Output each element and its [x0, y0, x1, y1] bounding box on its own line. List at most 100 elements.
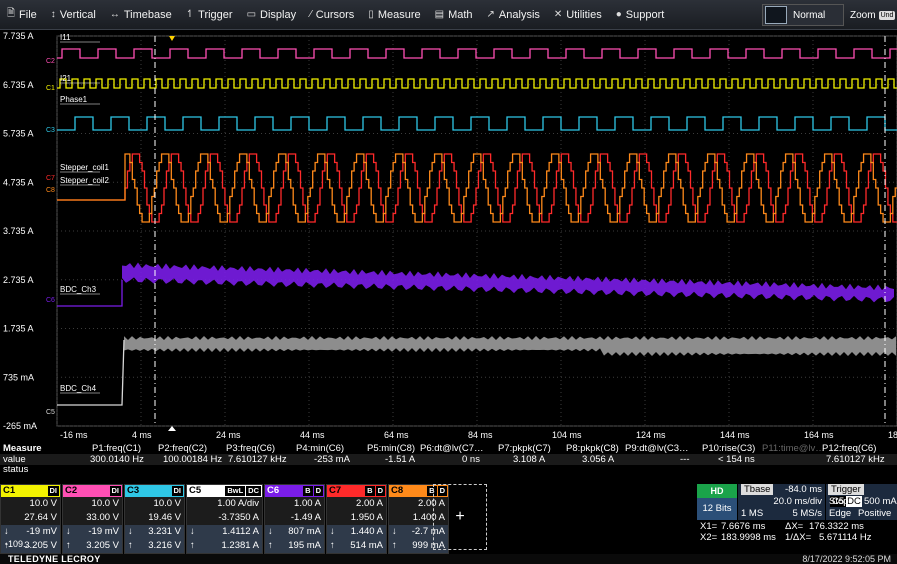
- x1-value: 7.6676 ms: [721, 521, 766, 532]
- arrow-up-icon: ↑: [268, 540, 273, 551]
- measure-value: 7.610127 kHz: [228, 454, 287, 465]
- measure-value: 3.108 A: [513, 454, 546, 465]
- channel-tag: D: [375, 486, 385, 496]
- x-axis-label: 44 ms: [300, 430, 325, 440]
- channel-readout-value: 514 mA: [350, 540, 383, 551]
- measure-param-header[interactable]: P12:freq(C6): [822, 443, 877, 454]
- measure-param-header[interactable]: P7:pkpk(C7): [498, 443, 551, 454]
- channel-readout-value: 1.00 A/div: [217, 498, 259, 509]
- measure-param-header[interactable]: P8:pkpk(C8): [566, 443, 619, 454]
- timebase-descriptor[interactable]: Tbase -84.0 ms 20.0 ms/div 1 MS 5 MS/s: [738, 484, 825, 520]
- channel-descriptor-c6[interactable]: C6 B D 1.00 A -1.49 A ↓ 807 mA ↑ 195 mA: [264, 484, 325, 554]
- arrow-up-icon: ↑: [4, 540, 9, 551]
- channel-tag: DI: [171, 486, 183, 496]
- arrow-down-icon: ↓: [268, 526, 273, 537]
- measure-param-header[interactable]: P3:freq(C6): [226, 443, 276, 454]
- waveform-display[interactable]: 7.735 A 6.735 A 5.735 A 4.735 A 3.735 A 2.735…: [0, 30, 897, 441]
- y-axis-label: 5.735 A: [3, 129, 34, 139]
- menu-timebase[interactable]: ↔ Timebase: [103, 0, 179, 30]
- channel-descriptor-c2[interactable]: C2 DI 10.0 V 33.00 V ↓ -19 mV ↑ 3.205 V: [62, 484, 123, 554]
- measure-value: ---: [680, 454, 690, 465]
- x2-value: 183.9998 ms: [721, 532, 776, 543]
- measure-param-header[interactable]: P6:dt@lv(C7…: [420, 443, 484, 454]
- arrow-up-icon: ↑: [330, 540, 335, 551]
- menu-vertical[interactable]: ↕ Vertical: [44, 0, 103, 30]
- trigger-mode-selector[interactable]: Normal: [762, 4, 844, 26]
- menu-cursors[interactable]: ⁄ Cursors: [303, 0, 361, 30]
- menu-label: Vertical: [59, 8, 96, 21]
- channel-readout: 2.00 A: [327, 497, 386, 511]
- trace-c7: [57, 153, 897, 223]
- channel-readout: ↑ 3.205 V: [63, 539, 122, 553]
- channel-marker: C8: [46, 187, 55, 194]
- add-channel-button[interactable]: +: [433, 484, 487, 550]
- menu-utilities[interactable]: ✕ Utilities: [547, 0, 609, 30]
- channel-readout: ↑ 1.2381 A: [187, 539, 262, 553]
- channel-tag: BwL: [225, 486, 246, 496]
- x-axis-label: 4 ms: [132, 430, 152, 440]
- measure-value: 3.056 A: [582, 454, 615, 465]
- channel-readout-value: 3.205 V: [24, 540, 57, 551]
- measure-param-header[interactable]: P5:min(C8): [367, 443, 416, 454]
- measure-value: < 154 ns: [718, 454, 755, 465]
- channel-readout: 1.00 A/div: [187, 497, 262, 511]
- trace-label: Stepper_coil1: [60, 163, 109, 172]
- undo-button[interactable]: Und: [878, 10, 896, 20]
- dx-label: ΔX=: [785, 521, 804, 532]
- channel-readout: -3.7350 A: [187, 511, 262, 525]
- channel-readout-value: 10.0 V: [153, 498, 181, 509]
- channel-readout: 1.400 A: [389, 511, 448, 525]
- channel-id: C6: [267, 485, 280, 496]
- measure-icon: ▯: [368, 9, 374, 20]
- channel-descriptor-c3[interactable]: C3 DI 10.0 V 19.46 V ↓ 3.231 V ↑ 3.216 V: [124, 484, 185, 554]
- bits-badge: 12 Bits: [697, 498, 737, 520]
- channel-descriptor-c1[interactable]: C1 DI 10.0 V 27.64 V ↓ -19 mV ↑ 3.205 V -109...: [0, 484, 61, 554]
- brand-logo: TELEDYNE LECROY: [8, 554, 101, 564]
- measure-header-row: Measure P1:freq(C1) P2:freq(C2) P3:freq(C6)…: [0, 443, 897, 454]
- menu-trigger[interactable]: ↿ Trigger: [179, 0, 240, 30]
- menu-math[interactable]: ▤ Math: [428, 0, 480, 30]
- measure-param-header[interactable]: P4:min(C6): [296, 443, 345, 454]
- trigger-mode-label: Normal: [793, 9, 826, 21]
- measure-param-header[interactable]: P1:freq(C1): [92, 443, 142, 454]
- trigger-source: C5: [830, 496, 847, 507]
- menu-analysis[interactable]: ↗ Analysis: [480, 0, 547, 30]
- menu-support[interactable]: ● Support: [609, 0, 672, 30]
- channel-readout: ↓ 807 mA: [265, 525, 324, 539]
- channel-readout: ↓ 3.231 V: [125, 525, 184, 539]
- trigger-descriptor[interactable]: Trigger C5 DC Stop 500 mA Edge Positive: [826, 484, 897, 520]
- channel-readout-value: 195 mA: [288, 540, 321, 551]
- channel-id: C2: [65, 485, 78, 496]
- arrow-down-icon: ↓: [190, 526, 195, 537]
- channel-readout-value: 19.46 V: [148, 512, 181, 523]
- measure-param-header[interactable]: P11:time@lv…: [762, 443, 825, 454]
- y-axis-label: 1.735 A: [3, 324, 34, 334]
- menu-display[interactable]: ▭ Display: [240, 0, 304, 30]
- channel-readout: ↑ 3.205 V: [1, 539, 60, 553]
- channel-descriptor-c5[interactable]: C5 BwL DC 1.00 A/div -3.7350 A ↓ 1.4112 A ↑ 1.23…: [186, 484, 263, 554]
- measure-value: 300.0140 Hz: [90, 454, 144, 465]
- trigger-type: Edge: [829, 508, 852, 519]
- math-icon: ▤: [434, 9, 445, 20]
- channel-marker: C2: [46, 58, 55, 65]
- measure-param-header[interactable]: P9:dt@lv(C3…: [625, 443, 689, 454]
- zoom-button[interactable]: Zoom Und: [850, 0, 896, 30]
- arrow-up-icon: ↑: [128, 540, 133, 551]
- menu-measure[interactable]: ▯ Measure: [361, 0, 427, 30]
- measure-param-header[interactable]: P2:freq(C2): [158, 443, 208, 454]
- menu-label: Measure: [377, 8, 421, 21]
- channel-marker: C1: [46, 85, 55, 92]
- timebase-memory: 1 MS: [741, 508, 764, 519]
- channel-descriptor-c7[interactable]: C7 B D 2.00 A 1.950 A ↓ 1.440 A ↑ 514 mA: [326, 484, 387, 554]
- channel-readout-value: -19 mV: [88, 526, 119, 537]
- menu-label: Display: [260, 8, 297, 21]
- channel-readout: 10.0 V: [1, 497, 60, 511]
- menu-file[interactable]: 🗎 File: [0, 0, 44, 30]
- x-axis-label: 144 ms: [720, 430, 750, 440]
- measure-param-header[interactable]: P10:rise(C3): [702, 443, 756, 454]
- channel-readout: 10.0 V: [63, 497, 122, 511]
- channel-tag: DI: [47, 486, 59, 496]
- arrow-down-icon: ↓: [128, 526, 133, 537]
- measure-value: 100.00184 Hz: [163, 454, 223, 465]
- x1-label: X1=: [700, 521, 718, 532]
